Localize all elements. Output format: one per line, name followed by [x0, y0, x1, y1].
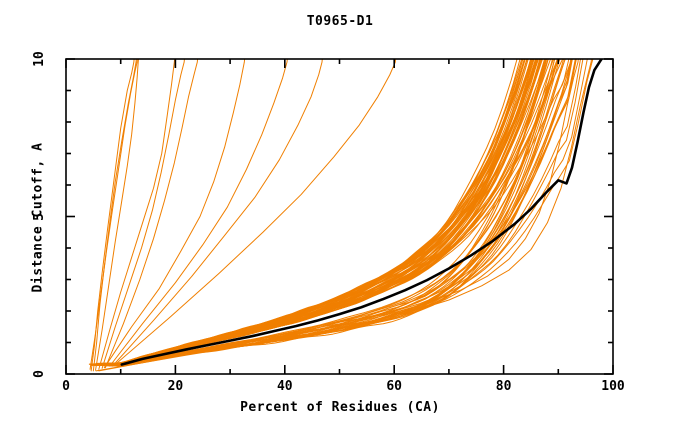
x-tick-label-60: 60	[386, 379, 403, 394]
x-tick-label-20: 20	[167, 379, 184, 394]
y-tick-label-0: 0	[32, 370, 47, 378]
y-tick-label-10: 10	[32, 51, 47, 67]
x-tick-label-40: 40	[276, 379, 293, 394]
x-axis-label: Percent of Residues (CA)	[240, 400, 440, 415]
x-tick-label-80: 80	[495, 379, 512, 394]
y-tick-label-5: 5	[32, 212, 47, 221]
chart-title: T0965-D1	[306, 14, 374, 29]
x-tick-label-100: 100	[601, 379, 625, 394]
x-tick-label-0: 0	[62, 379, 70, 394]
